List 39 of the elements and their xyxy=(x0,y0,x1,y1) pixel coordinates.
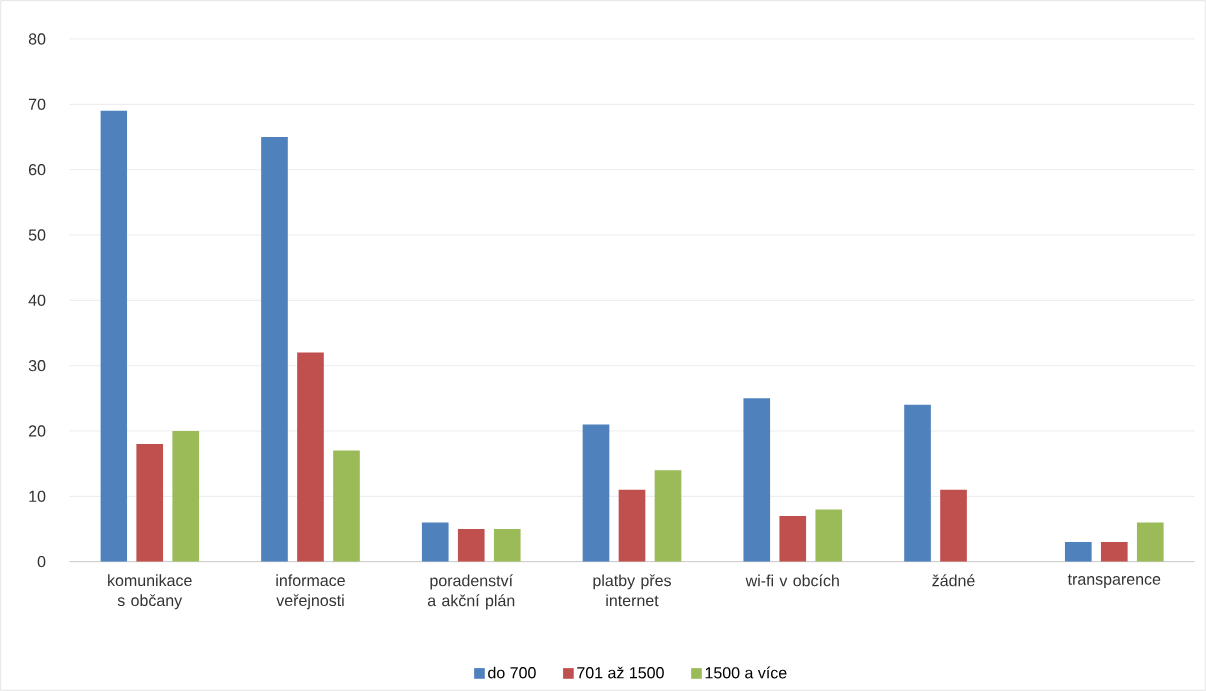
bar xyxy=(779,515,807,562)
bar xyxy=(618,489,646,562)
bar xyxy=(1064,542,1092,562)
x-tick-label: platby přes internet xyxy=(593,574,671,607)
x-tick-label: wi-fi v obcích xyxy=(745,574,839,587)
bar xyxy=(421,522,449,562)
bar xyxy=(940,489,967,562)
x-tick-label: žádné xyxy=(932,574,975,587)
y-tick-label: 60 xyxy=(28,164,46,176)
y-tick-label: 10 xyxy=(29,490,46,502)
x-tick-label: komunikace s občany xyxy=(108,574,192,610)
bar xyxy=(1100,542,1128,562)
x-tick-label: transparence xyxy=(1067,574,1161,589)
bar xyxy=(261,136,288,562)
bar xyxy=(100,110,128,562)
bar xyxy=(493,528,521,562)
legend-label: 1500 a více xyxy=(705,666,787,679)
y-tick-label: 70 xyxy=(28,98,46,110)
y-tick-label: 80 xyxy=(28,33,46,45)
bar xyxy=(172,430,200,562)
bar xyxy=(582,424,610,562)
bar xyxy=(904,404,931,562)
y-tick-label: 40 xyxy=(28,294,46,306)
x-tick-label: poradenství a akční plán xyxy=(427,574,515,610)
x-tick-label: informace veřejnosti xyxy=(276,574,345,610)
bar xyxy=(136,444,164,562)
bar xyxy=(1136,522,1164,562)
bar xyxy=(743,398,771,562)
legend-label: 701 až 1500 xyxy=(577,666,664,679)
y-tick-label: 0 xyxy=(37,555,46,568)
y-tick-label: 20 xyxy=(28,425,46,437)
y-tick-label: 30 xyxy=(28,360,46,372)
y-tick-label: 50 xyxy=(28,229,46,241)
bar xyxy=(297,352,324,562)
bar xyxy=(815,509,843,562)
legend-label: do 700 xyxy=(488,666,536,679)
bar xyxy=(333,450,360,562)
bar xyxy=(654,470,682,562)
bar xyxy=(457,528,485,562)
